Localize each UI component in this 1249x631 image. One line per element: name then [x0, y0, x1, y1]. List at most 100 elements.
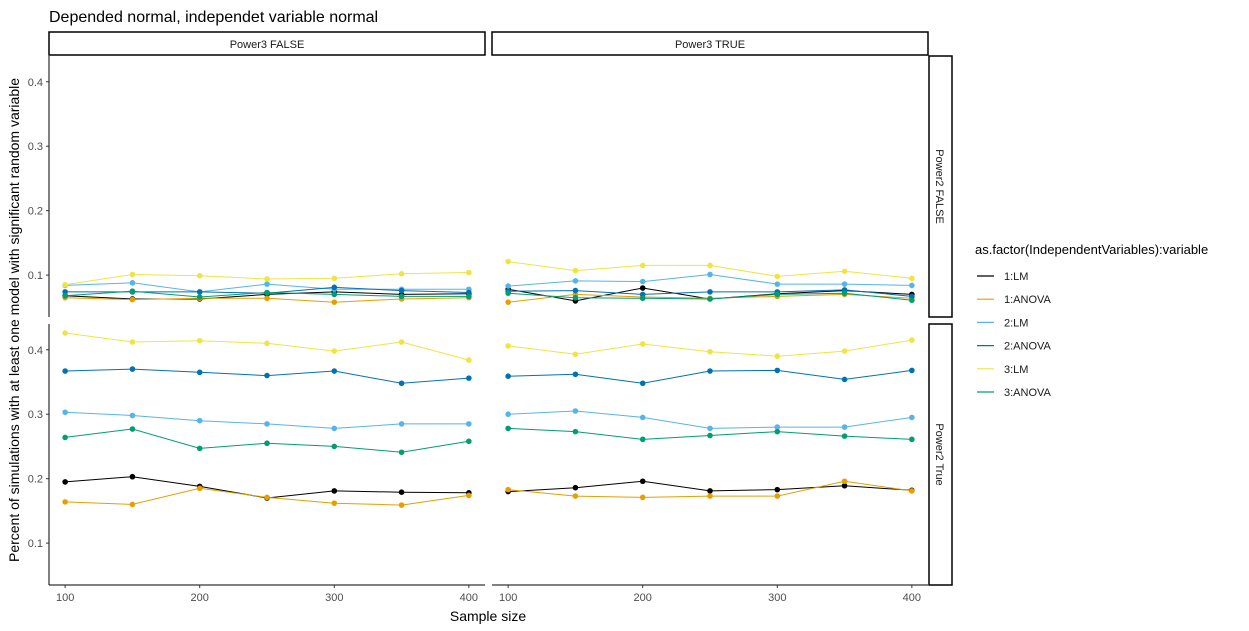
data-point-3-anova	[572, 428, 579, 435]
data-point-1-anova	[196, 485, 203, 492]
data-point-2-anova	[909, 367, 915, 374]
y-axis-title: Percent of simulations with at least one…	[6, 78, 22, 562]
data-point-1-anova	[62, 499, 68, 505]
data-point-3-lm	[129, 271, 136, 278]
data-point-2-anova	[466, 289, 472, 296]
data-point-2-lm	[466, 421, 472, 427]
data-point-3-anova	[572, 294, 579, 301]
data-point-1-anova	[841, 478, 848, 485]
data-point-1-anova	[264, 295, 270, 302]
chart-title: Depended normal, independet variable nor…	[49, 9, 378, 26]
data-point-1-anova	[264, 494, 270, 501]
x-tick-label: 300	[325, 592, 343, 604]
data-point-3-lm	[841, 348, 848, 354]
data-point-2-lm	[505, 283, 511, 289]
data-point-2-anova	[572, 371, 579, 378]
facet-strip-col-label-1: Power3 TRUE	[675, 39, 745, 51]
data-point-3-anova	[774, 291, 781, 298]
data-point-2-anova	[639, 380, 646, 387]
data-point-3-lm	[774, 353, 781, 360]
data-point-3-anova	[505, 290, 511, 296]
data-point-2-lm	[196, 417, 203, 424]
data-point-1-anova	[707, 493, 713, 499]
legend: as.factor(IndependentVariables):variable…	[975, 242, 1208, 399]
data-point-3-anova	[129, 426, 136, 432]
data-point-1-anova	[398, 502, 405, 508]
data-point-3-anova	[331, 291, 338, 298]
data-point-2-lm	[572, 408, 579, 414]
data-point-3-anova	[466, 438, 472, 445]
data-point-1-anova	[505, 299, 511, 305]
data-point-1-lm	[398, 489, 405, 496]
data-point-3-lm	[466, 269, 472, 276]
strips-layer: Power3 FALSE Power3 TRUE Power2 FALSE Power…	[48, 31, 953, 586]
data-point-3-lm	[572, 351, 579, 358]
data-point-2-anova	[639, 291, 646, 298]
data-point-2-lm	[909, 414, 915, 421]
data-point-2-anova	[398, 380, 405, 387]
panel-1-0	[62, 330, 472, 508]
data-point-3-lm	[572, 267, 579, 274]
data-point-1-anova	[466, 492, 472, 499]
facet-strip-col-0	[48, 31, 486, 56]
data-point-3-lm	[62, 330, 68, 336]
data-point-3-anova	[196, 294, 203, 300]
x-axis-title: Sample size	[450, 608, 526, 624]
data-point-3-anova	[466, 293, 472, 300]
data-point-1-anova	[129, 296, 136, 303]
data-point-2-lm	[398, 421, 405, 427]
data-point-2-lm	[841, 424, 848, 430]
data-point-1-lm	[639, 285, 646, 291]
legend-title: as.factor(IndependentVariables):variable	[975, 242, 1208, 257]
data-point-3-anova	[398, 293, 405, 300]
y-tick-label: 0.3	[28, 409, 43, 421]
data-point-2-lm	[264, 281, 270, 287]
x-tick-label: 400	[460, 592, 478, 604]
data-point-3-anova	[909, 436, 915, 443]
data-point-1-anova	[909, 488, 915, 494]
data-point-1-lm	[572, 484, 579, 491]
data-point-1-lm	[62, 479, 68, 485]
data-point-2-anova	[331, 368, 338, 374]
data-point-1-lm	[774, 486, 781, 493]
panel-0-1	[505, 258, 915, 305]
data-point-3-anova	[639, 436, 646, 443]
data-point-3-lm	[398, 339, 405, 345]
data-point-3-lm	[331, 348, 338, 354]
data-point-3-lm	[196, 272, 203, 279]
data-point-2-lm	[707, 271, 713, 278]
data-point-3-lm	[129, 339, 136, 345]
data-point-1-anova	[331, 299, 338, 305]
data-point-1-anova	[331, 500, 338, 506]
data-point-3-anova	[707, 296, 713, 302]
data-point-2-lm	[909, 282, 915, 289]
data-point-2-anova	[466, 375, 472, 381]
data-point-2-lm	[331, 425, 338, 432]
data-point-1-lm	[331, 488, 338, 494]
data-point-1-anova	[505, 486, 511, 493]
data-point-3-lm	[505, 343, 511, 349]
data-point-2-anova	[909, 293, 915, 300]
panel-0-0	[62, 269, 472, 305]
data-point-2-lm	[264, 421, 270, 427]
y-tick-label: 0.1	[28, 538, 43, 550]
data-point-2-anova	[62, 289, 68, 295]
legend-label: 2:LM	[1004, 317, 1028, 329]
facet-strip-row-1	[928, 323, 953, 586]
data-point-3-anova	[841, 290, 848, 296]
legend-label: 3:LM	[1004, 364, 1028, 376]
facet-strip-col-1	[491, 31, 929, 56]
data-point-2-lm	[841, 281, 848, 287]
y-tick-label: 0.4	[28, 345, 43, 357]
panel-1-1	[505, 337, 915, 501]
data-point-2-anova	[841, 376, 848, 383]
data-point-1-lm	[639, 478, 646, 485]
data-point-3-lm	[505, 258, 511, 265]
facet-strip-col-label-0: Power3 FALSE	[230, 39, 305, 51]
facet-strip-row-0	[928, 55, 953, 318]
data-point-3-lm	[398, 271, 405, 277]
data-point-1-lm	[707, 488, 713, 494]
data-point-2-anova	[196, 289, 203, 295]
data-point-3-anova	[264, 289, 270, 296]
facet-strip-row-label-0: Power2 FALSE	[933, 149, 945, 224]
